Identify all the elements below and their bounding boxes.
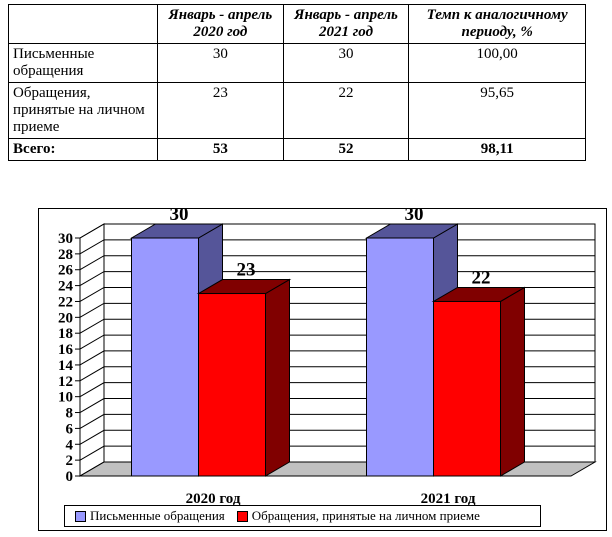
data-label: 30 bbox=[405, 208, 424, 225]
table-total-row: Всего: 53 52 98,11 bbox=[8, 138, 586, 161]
table-cell: 98,11 bbox=[408, 138, 586, 161]
bar-side bbox=[265, 278, 290, 477]
table-cell: 23 bbox=[157, 82, 284, 139]
legend-swatch bbox=[236, 510, 248, 522]
table-header-cell: Январь - апрель 2021 год bbox=[282, 4, 410, 44]
table-row: Письменные обращения 30 30 100,00 bbox=[8, 43, 586, 83]
y-tick-label: 22 bbox=[58, 294, 73, 310]
x-category-label: 2021 год bbox=[421, 491, 476, 507]
table-cell: 52 bbox=[282, 138, 410, 161]
y-tick-label: 26 bbox=[58, 263, 74, 279]
data-label: 30 bbox=[170, 208, 189, 225]
data-label: 22 bbox=[472, 267, 491, 288]
legend-label: Обращения, принятые на личном приеме bbox=[251, 508, 480, 523]
y-tick-label: 12 bbox=[58, 374, 73, 390]
bar bbox=[366, 237, 434, 477]
chart-legend: Письменные обращения Обращения, принятые… bbox=[64, 505, 541, 527]
table-row: Обращения, принятые на личном приеме 23 … bbox=[8, 82, 586, 139]
bar bbox=[131, 237, 199, 477]
table-cell: 30 bbox=[157, 43, 284, 83]
legend-swatch bbox=[75, 510, 86, 522]
table-cell: 30 bbox=[282, 43, 410, 83]
y-tick-label: 4 bbox=[66, 437, 74, 453]
y-tick-label: 14 bbox=[58, 358, 74, 374]
legend-item: Обращения, принятые на личном приеме bbox=[236, 508, 480, 524]
chart-frame bbox=[38, 208, 607, 531]
side-wall bbox=[79, 223, 105, 477]
table-header-row: Январь - апрель 2020 год Январь - апрель… bbox=[8, 4, 586, 44]
table-cell: 100,00 bbox=[408, 43, 586, 83]
y-tick-label: 2 bbox=[66, 453, 74, 469]
bar bbox=[433, 300, 501, 477]
bar-side bbox=[500, 286, 525, 477]
y-tick-label: 8 bbox=[66, 406, 74, 422]
table-cell: 95,65 bbox=[408, 82, 586, 139]
y-tick-label: 30 bbox=[58, 231, 73, 247]
row-label: Обращения, принятые на личном приеме bbox=[8, 82, 158, 139]
table-cell: 53 bbox=[157, 138, 284, 161]
data-label: 23 bbox=[237, 260, 256, 281]
y-tick-label: 6 bbox=[66, 421, 74, 437]
y-tick-label: 20 bbox=[58, 310, 73, 326]
legend-item: Письменные обращения bbox=[75, 508, 225, 524]
y-tick-label: 24 bbox=[58, 279, 74, 295]
table-header-cell: Январь - апрель 2020 год bbox=[157, 4, 284, 44]
table-header-cell: Темп к аналогичному периоду, % bbox=[408, 4, 586, 44]
row-label: Письменные обращения bbox=[8, 43, 158, 83]
table-cell: 22 bbox=[282, 82, 410, 139]
row-label: Всего: bbox=[8, 138, 158, 161]
x-category-label: 2020 год bbox=[186, 491, 241, 507]
y-tick-label: 10 bbox=[58, 390, 73, 406]
y-tick-label: 16 bbox=[58, 342, 74, 358]
table-header-cell bbox=[8, 4, 158, 44]
statistics-table: Январь - апрель 2020 год Январь - апрель… bbox=[8, 4, 586, 161]
y-tick-label: 28 bbox=[58, 247, 73, 263]
y-tick-label: 0 bbox=[66, 469, 74, 485]
bar bbox=[198, 293, 266, 477]
y-tick-label: 18 bbox=[58, 326, 73, 342]
legend-label: Письменные обращения bbox=[90, 508, 225, 523]
